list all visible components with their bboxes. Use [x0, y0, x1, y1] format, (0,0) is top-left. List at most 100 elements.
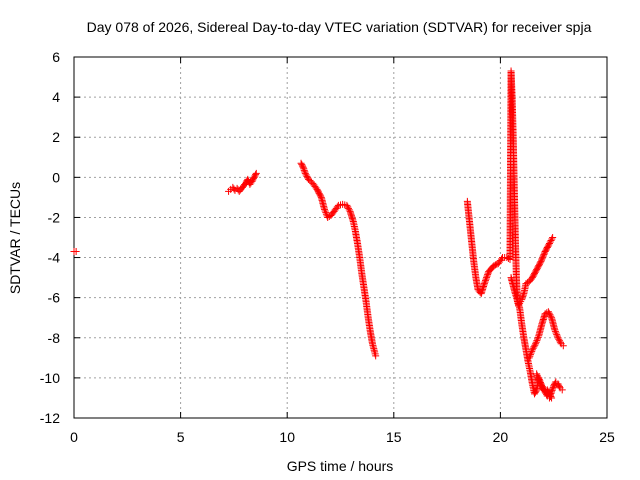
data-point [483, 274, 491, 282]
data-point [540, 387, 548, 395]
data-point [303, 172, 311, 180]
data-point [544, 308, 552, 316]
data-point [519, 291, 527, 299]
data-point [551, 326, 559, 334]
data-point [549, 234, 557, 241]
data-point [545, 241, 553, 249]
data-point [497, 255, 505, 263]
data-point [230, 185, 238, 193]
data-point [539, 252, 547, 260]
y-tick-label: -6 [48, 290, 61, 306]
data-point [345, 206, 353, 214]
data-point [554, 334, 562, 342]
data-point [300, 166, 308, 174]
x-tick-label: 25 [599, 429, 615, 445]
data-point [538, 256, 546, 264]
data-point [548, 394, 556, 402]
data-point [533, 337, 541, 345]
data-point [72, 248, 80, 256]
data-point [343, 201, 351, 209]
data-point [491, 261, 499, 269]
data-point [526, 351, 534, 359]
data-point [558, 386, 566, 394]
data-point [549, 385, 557, 393]
data-point [525, 354, 533, 362]
data-point [545, 309, 553, 317]
data-point [547, 393, 555, 401]
data-point [483, 272, 491, 280]
y-tick-label: 6 [52, 49, 60, 65]
data-point [545, 240, 553, 248]
data-point [531, 341, 539, 349]
data-points [70, 67, 567, 402]
data-point [547, 237, 555, 245]
data-point [481, 278, 489, 286]
data-point [556, 337, 564, 345]
y-axis-label: SDTVAR / TECUs [7, 182, 23, 294]
data-point [546, 238, 554, 246]
y-tick-label: -2 [48, 209, 61, 225]
data-point [534, 373, 542, 381]
data-point [321, 207, 329, 215]
x-tick-label: 0 [70, 429, 78, 445]
data-point [548, 235, 556, 243]
data-point [538, 255, 546, 263]
data-point [555, 335, 563, 343]
data-point [252, 171, 260, 179]
data-point [301, 168, 309, 176]
data-point [532, 340, 540, 348]
data-point [526, 352, 534, 360]
data-point [300, 165, 308, 173]
data-point [555, 383, 563, 391]
data-point [540, 250, 548, 258]
data-point [549, 383, 557, 391]
y-tick-label: 2 [52, 129, 60, 145]
data-point [299, 163, 307, 171]
data-point [539, 253, 547, 261]
x-axis-label: GPS time / hours [287, 458, 394, 474]
data-point [484, 271, 492, 279]
x-tick-label: 20 [493, 429, 509, 445]
data-point [553, 332, 561, 340]
data-point [556, 338, 564, 346]
y-tick-label: -12 [40, 410, 60, 426]
data-point [553, 331, 561, 339]
data-point [321, 205, 329, 213]
data-point [317, 192, 325, 200]
data-point [533, 370, 541, 378]
data-point [302, 171, 310, 179]
y-tick-label: 0 [52, 169, 60, 185]
data-point [252, 169, 260, 177]
data-point [534, 374, 542, 382]
y-tick-label: 4 [52, 89, 60, 105]
data-point [527, 349, 535, 357]
data-point [372, 352, 380, 360]
data-point [551, 327, 559, 335]
axis-ticks: 0 5 10 15 20 25 -12 -10 -8 -6 -4 -2 0 2 4 6 [40, 49, 615, 445]
data-point [530, 343, 538, 351]
data-point [529, 344, 537, 352]
data-point [528, 346, 536, 354]
data-point [534, 333, 542, 341]
data-point [528, 347, 536, 355]
data-point [247, 179, 255, 187]
data-point [312, 184, 320, 192]
data-point [480, 280, 488, 288]
data-point [547, 312, 555, 320]
x-tick-label: 10 [279, 429, 295, 445]
data-point [532, 387, 540, 395]
x-tick-label: 5 [177, 429, 185, 445]
data-point [559, 342, 567, 350]
x-tick-label: 15 [386, 429, 402, 445]
data-point [537, 258, 545, 266]
data-point [244, 175, 252, 183]
grid-lines [74, 57, 607, 418]
chart-title: Day 078 of 2026, Sidereal Day-to-day VTE… [87, 19, 592, 35]
data-point [322, 209, 330, 217]
data-point [344, 203, 352, 211]
data-point [519, 293, 527, 301]
data-point [551, 379, 559, 387]
data-point [546, 311, 554, 319]
data-point [533, 371, 541, 379]
